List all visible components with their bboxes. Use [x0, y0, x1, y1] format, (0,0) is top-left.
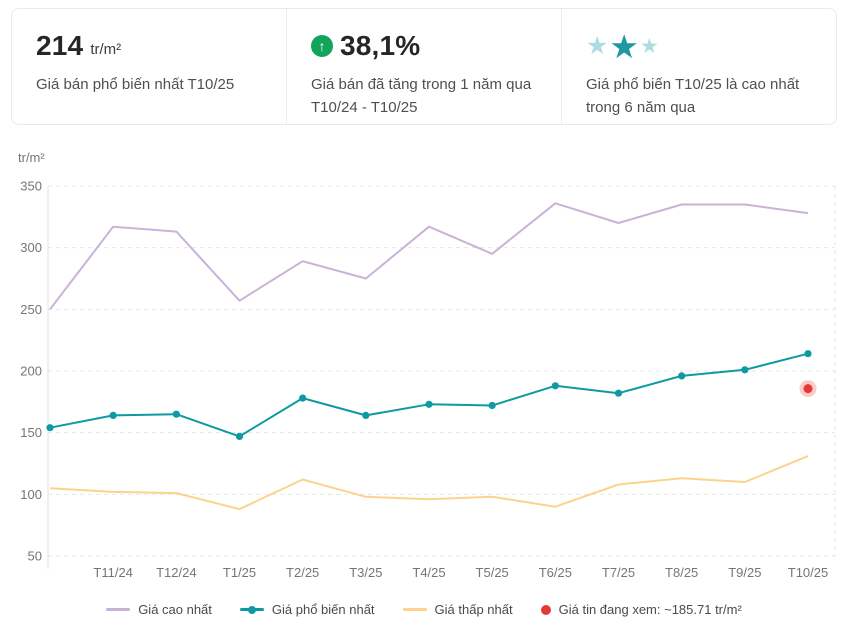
x-axis-tick-label: T11/24	[93, 565, 133, 580]
data-point	[172, 410, 180, 418]
current-listing-marker	[799, 380, 817, 398]
yearly-change-label: Giá bán đã tăng trong 1 năm qua T10/24 -…	[311, 73, 541, 119]
legend-dot-swatch	[540, 604, 551, 615]
legend-label: Giá cao nhất	[138, 602, 212, 617]
data-point	[46, 424, 54, 432]
legend-item[interactable]: Giá tin đang xem: ~185.71 tr/m²	[540, 602, 742, 617]
chart-legend: Giá cao nhất Giá phổ biến nhất Giá thấp nh…	[0, 602, 848, 617]
historic-high-label-line1: Giá phổ biến T10/25 là cao nhất	[586, 76, 800, 93]
series-gia-cao-nhat	[49, 202, 809, 310]
data-point	[425, 400, 433, 408]
data-point	[109, 411, 117, 419]
y-axis-tick-label: 50	[28, 549, 42, 564]
legend-label: Giá thấp nhất	[434, 602, 513, 617]
common-price-value-row: 214 tr/m²	[36, 30, 266, 62]
legend-line-swatch	[239, 605, 264, 614]
legend-item[interactable]: Giá cao nhất	[106, 602, 212, 617]
data-point	[488, 401, 496, 410]
yearly-change-value-row: ↑ 38,1%	[311, 30, 541, 62]
yearly-change-label-line2: T10/24 - T10/25	[311, 99, 418, 116]
x-axis-tick-label: T7/25	[602, 565, 635, 580]
marker-dot	[803, 384, 813, 394]
historic-high-label-line2: trong 6 năm qua	[586, 99, 696, 116]
y-axis-tick-label: 200	[20, 364, 42, 379]
price-chart-svg[interactable]: tr/m² 350 300 250 200 150 100 50 T11/24 T12/24 T1/…	[0, 140, 848, 600]
legend-line-dot	[247, 605, 256, 614]
x-axis-tick-label: T8/25	[665, 565, 698, 580]
legend-item[interactable]: Giá thấp nhất	[402, 602, 513, 617]
legend-label: Giá phổ biến nhất	[271, 602, 375, 617]
common-price-label: Giá bán phổ biến nhất T10/25	[36, 76, 235, 93]
star-icon: ★	[586, 31, 609, 60]
data-point	[614, 389, 623, 397]
series-gia-thap-nhat	[49, 455, 809, 511]
historic-high-label: Giá phổ biến T10/25 là cao nhất trong 6 …	[586, 73, 816, 119]
y-axis-tick-label: 150	[20, 425, 42, 440]
data-point	[741, 366, 749, 374]
legend-item[interactable]: Giá phổ biến nhất	[239, 602, 375, 617]
data-point	[551, 382, 559, 390]
stat-card-common-price: 214 tr/m² Giá bán phổ biến nhất T10/25	[12, 9, 286, 124]
series-gia-pho-bien-nhat	[46, 350, 812, 440]
x-axis-tick-label: T5/25	[476, 565, 509, 580]
x-axis-tick-label: T12/24	[156, 565, 196, 580]
data-point	[362, 411, 370, 419]
legend-line-swatch	[402, 608, 427, 611]
series-line-gia-pho-bien-nhat	[49, 352, 809, 438]
y-axis-tick-label: 100	[20, 487, 42, 502]
star-icon: ★	[640, 34, 659, 58]
star-rating: ★ ★ ★	[586, 27, 816, 65]
stat-card-yearly-change: ↑ 38,1% Giá bán đã tăng trong 1 năm qua …	[286, 9, 561, 124]
summary-card-row: 214 tr/m² Giá bán phổ biến nhất T10/25 ↑…	[11, 8, 837, 125]
x-axis-tick-label: T1/25	[223, 565, 256, 580]
series-line-gia-cao-nhat	[49, 202, 809, 310]
x-axis-tick-label: T2/25	[286, 565, 319, 580]
x-axis-tick-label: T6/25	[539, 565, 572, 580]
x-axis-tick-label: T10/25	[788, 565, 828, 580]
x-axis-tick-label: T3/25	[349, 565, 382, 580]
y-axis-unit-label: tr/m²	[18, 150, 45, 165]
yearly-change-value: 38,1%	[340, 30, 421, 61]
x-axis-tick-label: T9/25	[728, 565, 761, 580]
data-point	[299, 394, 307, 402]
yearly-change-label-line1: Giá bán đã tăng trong 1 năm qua	[311, 76, 532, 93]
legend-line-swatch	[106, 608, 131, 611]
star-icon: ★	[609, 27, 640, 65]
arrow-up-circle-icon: ↑	[311, 35, 333, 57]
common-price-unit: tr/m²	[90, 40, 122, 58]
y-axis-tick-label: 350	[20, 179, 42, 194]
y-axis-tick-label: 250	[20, 302, 42, 317]
data-point	[804, 350, 812, 358]
legend-label: Giá tin đang xem: ~185.71 tr/m²	[558, 602, 742, 617]
series-line-gia-thap-nhat	[49, 455, 809, 511]
common-price-value: 214	[36, 30, 84, 61]
x-axis-tick-label: T4/25	[412, 565, 445, 580]
price-history-chart[interactable]: tr/m² 350 300 250 200 150 100 50 T11/24 T12/24 T1/…	[0, 140, 848, 600]
data-point	[678, 372, 686, 380]
stat-card-historic-high: ★ ★ ★ Giá phổ biến T10/25 là cao nhất tr…	[561, 9, 836, 124]
data-point	[235, 432, 244, 440]
y-axis-tick-label: 300	[20, 240, 42, 255]
